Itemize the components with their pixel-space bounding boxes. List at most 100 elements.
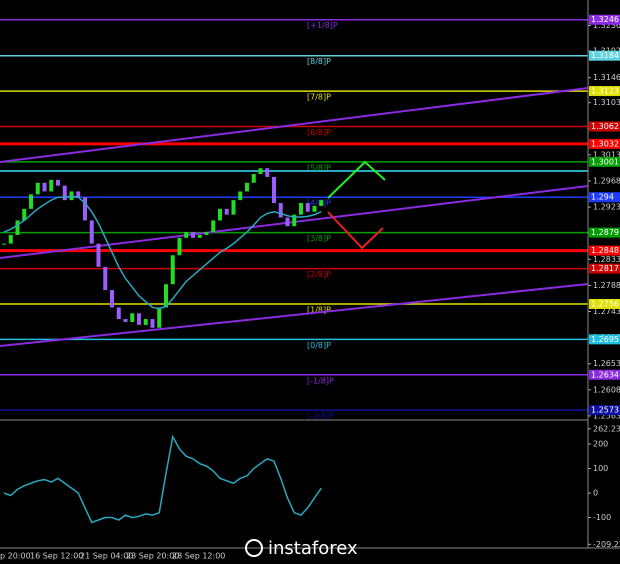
logo	[245, 539, 263, 557]
candle	[116, 307, 121, 320]
level-tag	[589, 86, 620, 97]
candle	[238, 191, 243, 201]
candle	[184, 232, 189, 238]
up-arrow	[327, 160, 386, 199]
x-tick-label: 16 Sep 12:00	[30, 552, 83, 561]
candle	[164, 284, 168, 308]
candle	[8, 234, 13, 244]
candle	[150, 319, 155, 328]
indicator-tick-label: -209.2262	[593, 540, 620, 549]
level-tag	[589, 227, 620, 238]
red-value: 1.3032	[591, 139, 619, 148]
candle	[218, 208, 222, 221]
x-tick-label: 23 Sep 20:00	[126, 552, 179, 561]
y-tick-label: 1.3146	[593, 73, 620, 82]
indicator-tick-label: 262.2359	[593, 424, 620, 433]
indicator-tick-label: -100	[593, 513, 611, 522]
level-name: [-2/8]P	[307, 412, 334, 421]
y-tick-label: 1.3236	[593, 21, 620, 30]
x-tick-label: p 20:00	[0, 552, 31, 561]
candle	[83, 197, 87, 221]
candle	[22, 208, 27, 221]
candle	[157, 307, 162, 328]
candle	[204, 232, 209, 235]
candle	[35, 182, 40, 195]
level-name: [8/8]P	[307, 57, 331, 66]
level-value: 1.2879	[591, 228, 619, 237]
level-name: [1/8]P	[307, 305, 331, 314]
candle	[29, 194, 33, 209]
red-tag	[589, 138, 620, 149]
level-name: [5/8]P	[307, 163, 331, 172]
candle	[130, 313, 135, 322]
level-value: 1.2817	[591, 264, 619, 273]
candle	[42, 182, 47, 192]
level-tag	[589, 121, 620, 132]
y-tick-label: 1.2968	[593, 176, 620, 185]
y-tick-label: 1.2743	[593, 307, 620, 316]
y-tick-label: 1.2563	[593, 411, 620, 420]
level-tag	[589, 50, 620, 61]
level-tag	[589, 14, 620, 25]
level-value: 1.2634	[591, 370, 619, 379]
level-tag	[589, 192, 620, 203]
candle	[285, 217, 290, 227]
candle	[76, 191, 81, 198]
watermark-text: instaforex	[268, 538, 358, 559]
candle	[211, 220, 216, 233]
y-tick-label: 1.2833	[593, 255, 620, 264]
indicator-line	[3, 434, 322, 524]
level-value: 1.2695	[591, 335, 619, 344]
level-value: 1.294	[591, 193, 614, 202]
candle	[177, 237, 182, 256]
red-tag	[589, 245, 620, 256]
candle	[305, 203, 310, 212]
candle	[103, 266, 108, 291]
candle	[123, 319, 128, 322]
candle	[96, 243, 101, 267]
level-name: [+1/8]P	[307, 21, 338, 30]
candle	[2, 243, 6, 245]
level-tag	[589, 156, 620, 167]
candle	[137, 313, 141, 325]
down-arrow	[327, 211, 384, 250]
level-tag	[589, 405, 620, 416]
candle	[265, 168, 270, 177]
x-tick-label: 28 Sep 12:00	[172, 552, 225, 561]
level-name: [2/8]P	[307, 270, 331, 279]
candle	[272, 176, 276, 204]
y-tick-label: 1.3013	[593, 150, 620, 159]
candle	[231, 200, 236, 215]
candle	[143, 319, 148, 325]
level-value: 1.3062	[591, 122, 619, 131]
level-value: 1.2573	[591, 406, 619, 415]
watermark: instaforex	[245, 538, 358, 559]
y-tick-label: 1.2788	[593, 281, 620, 290]
candle	[251, 174, 256, 183]
level-value: 1.2756	[591, 299, 619, 308]
level-tag	[589, 263, 620, 274]
moving-average	[3, 195, 322, 310]
candle	[170, 255, 175, 285]
channel-line	[0, 87, 589, 163]
level-value: 1.3001	[591, 157, 619, 166]
candle	[258, 168, 263, 175]
indicator-tick-label: 100	[593, 464, 608, 473]
candle	[292, 214, 297, 227]
level-value: 1.3123	[591, 87, 619, 96]
candle	[278, 203, 283, 218]
candle	[319, 200, 324, 206]
candle	[299, 203, 303, 215]
y-tick-label: 1.2653	[593, 359, 620, 368]
level-tag	[589, 334, 620, 345]
level-name: [6/8]P	[307, 128, 331, 137]
candle	[110, 290, 114, 308]
y-tick-label: 1.3103	[593, 98, 620, 107]
candle	[56, 179, 60, 186]
candle	[62, 185, 67, 201]
candle	[224, 208, 229, 215]
level-name: [4/8]P	[307, 199, 331, 208]
candle	[312, 205, 317, 212]
candle	[197, 234, 202, 238]
